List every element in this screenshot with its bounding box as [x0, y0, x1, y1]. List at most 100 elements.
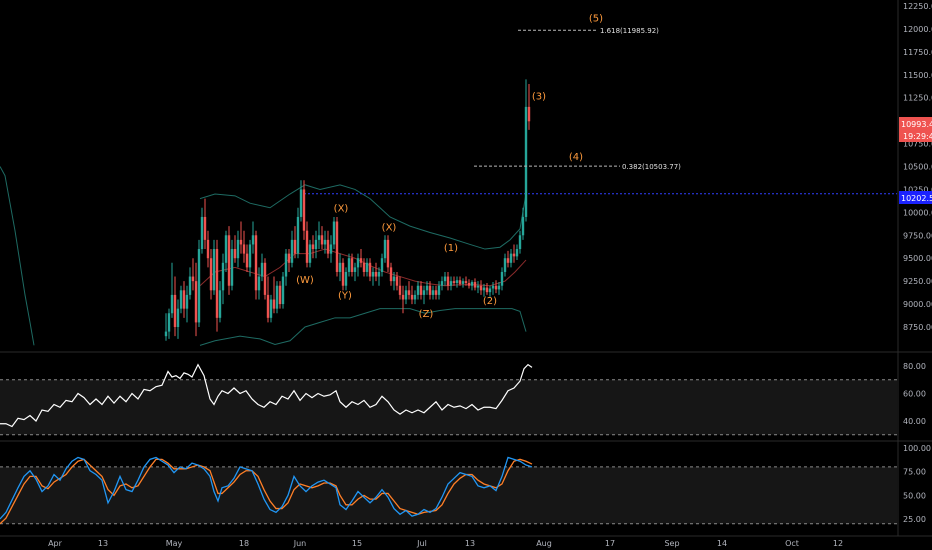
candle-body	[527, 106, 531, 122]
candle-body	[260, 262, 264, 277]
candle-body	[215, 249, 219, 318]
candle-body	[341, 262, 345, 286]
candle	[203, 198, 207, 250]
candle-body	[308, 244, 312, 263]
price-badges: 10202.50 10993.41 19:29:43	[899, 117, 932, 204]
candle	[326, 230, 330, 259]
candle	[239, 221, 243, 254]
candle	[332, 216, 336, 250]
candle	[236, 230, 240, 268]
candle	[245, 244, 249, 272]
candle-body	[365, 262, 369, 272]
candle	[473, 278, 477, 291]
candle-body	[257, 276, 261, 291]
candle	[299, 180, 303, 222]
candle-body	[482, 287, 486, 291]
candle	[341, 258, 345, 291]
candle	[458, 276, 462, 286]
candle-body	[164, 331, 168, 337]
wave-label: (2)	[483, 296, 497, 307]
candle	[314, 230, 318, 259]
wave-label: (X)	[334, 203, 349, 214]
candle	[209, 249, 213, 300]
candle	[320, 226, 324, 250]
candle	[383, 235, 387, 263]
candle-body	[302, 189, 306, 231]
price-tick-label: 10500.00	[903, 163, 932, 172]
candle	[353, 262, 357, 282]
candle-body	[461, 281, 465, 284]
candle	[278, 281, 282, 309]
price-tick-label: 9500.00	[903, 254, 932, 263]
time-tick-label: 12	[833, 539, 843, 548]
candle-body	[299, 189, 303, 217]
candle	[467, 279, 471, 289]
price-tick-label: 9750.00	[903, 231, 932, 240]
fib-level-label: 1.618(11985.92)	[600, 27, 659, 35]
candle	[323, 230, 327, 254]
candle-body	[251, 235, 255, 245]
rsi-axis[interactable]: 80.00 60.00 40.00	[0, 362, 932, 442]
candle	[272, 276, 276, 314]
candle	[470, 280, 474, 291]
candle	[185, 285, 189, 323]
candle	[401, 285, 405, 314]
candle	[374, 262, 378, 282]
candle-body	[305, 230, 309, 263]
price-tick-label: 12000.00	[903, 25, 932, 34]
candle	[521, 207, 525, 240]
candle-body	[416, 285, 420, 295]
candle-body	[359, 258, 363, 263]
rsi-tick-label: 40.00	[903, 417, 926, 426]
level-badge-label: 10202.50	[901, 194, 932, 203]
candle	[512, 244, 516, 263]
candle	[266, 276, 270, 323]
candle-body	[437, 285, 441, 295]
price-panel[interactable]: 1.618(11985.92) 0.382(10503.77) (5) (3) (4) (…	[0, 14, 897, 346]
candle	[461, 278, 465, 288]
candle	[206, 230, 210, 268]
candle-body	[458, 280, 462, 284]
candle	[377, 267, 381, 286]
candle	[431, 285, 435, 300]
price-axis[interactable]: 12250.00 12000.00 11750.00 11500.00 11250.00…	[0, 0, 932, 536]
time-tick-label: May	[166, 539, 183, 548]
time-axis[interactable]: Apr 13 May 18 Jun 15 Jul 13 Aug 17 Sep 14 Oct 12	[48, 539, 843, 548]
time-tick-label: Oct	[785, 539, 799, 548]
candle	[167, 308, 171, 339]
candle	[371, 267, 375, 286]
candle-body	[281, 276, 285, 305]
time-tick-label: Jul	[416, 539, 427, 548]
stoch-tick-label: 50.00	[903, 491, 926, 500]
candle-body	[455, 280, 459, 283]
candle	[443, 271, 447, 286]
candle-body	[179, 290, 183, 309]
candle-body	[344, 271, 348, 286]
price-tick-label: 8750.00	[903, 323, 932, 332]
candle	[191, 258, 195, 291]
candle	[437, 281, 441, 300]
candle	[170, 262, 174, 318]
stoch-k-line	[0, 456, 533, 520]
candle-body	[236, 239, 240, 259]
candle	[485, 282, 489, 295]
candle	[380, 253, 384, 277]
candle-body	[323, 239, 327, 245]
candle	[455, 276, 459, 288]
candle-body	[362, 262, 366, 272]
candle	[224, 230, 228, 272]
candle-body	[434, 290, 438, 295]
price-tick-label: 10750.00	[903, 140, 932, 149]
candle-body	[446, 276, 450, 286]
candle-body	[440, 281, 444, 286]
candle-body	[338, 262, 342, 272]
stoch-rsi-panel[interactable]	[0, 456, 897, 525]
candle	[305, 221, 309, 268]
wave-label: (5)	[589, 14, 603, 25]
stoch-rsi-axis[interactable]: 100.00 75.00 50.00 25.00	[0, 444, 932, 537]
candle	[506, 250, 510, 268]
time-tick-label: 14	[717, 539, 727, 548]
candle	[329, 235, 333, 263]
rsi-panel[interactable]	[0, 363, 897, 436]
